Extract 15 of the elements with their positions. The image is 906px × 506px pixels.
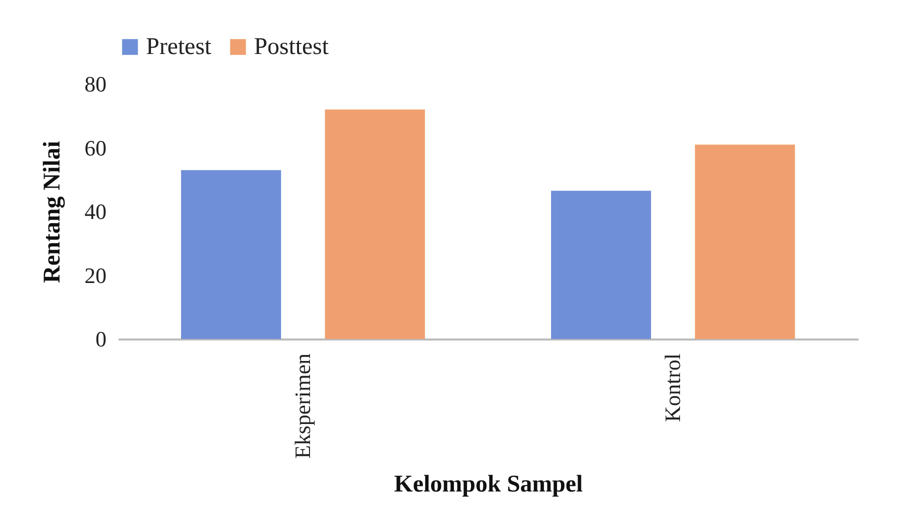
y-tick-label: 20 xyxy=(84,262,106,288)
x-tick-label: Kontrol xyxy=(660,354,685,422)
bar xyxy=(694,144,795,339)
y-tick-label: 60 xyxy=(84,135,106,160)
x-tick-label: Eksperimen xyxy=(290,354,315,459)
legend-label: Pretest xyxy=(146,34,212,60)
bar xyxy=(551,190,652,339)
bar xyxy=(324,110,425,339)
y-tick-label: 80 xyxy=(84,72,106,96)
legend-label: Posttest xyxy=(254,34,330,60)
bar xyxy=(181,170,282,339)
y-tick-label: 0 xyxy=(96,326,106,352)
y-axis-title: Rentang Nilai xyxy=(40,140,66,284)
y-tick-label: 40 xyxy=(84,199,106,224)
x-axis-title: Kelompok Sampel xyxy=(394,472,584,498)
